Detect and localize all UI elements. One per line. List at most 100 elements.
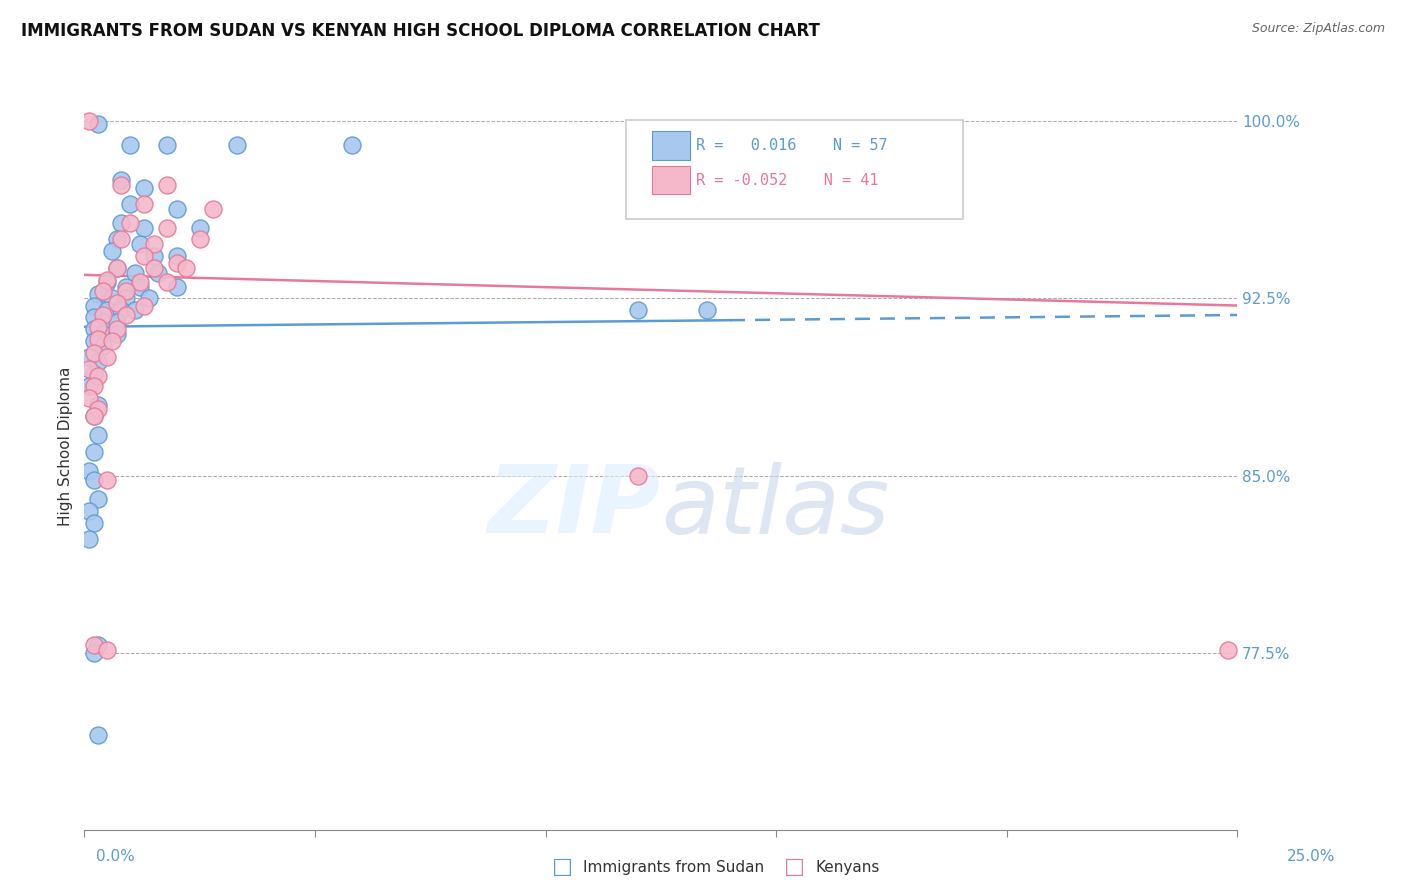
Point [83,409,105,424]
Point [87,639,110,653]
Point [83,409,105,424]
Point [83,646,105,660]
Point [134,249,156,263]
Point [627,303,650,318]
Point [128,275,150,289]
Point [83,299,105,313]
Point [115,279,138,293]
Text: atlas: atlas [661,462,889,553]
Point [174,260,197,275]
Point [101,334,124,348]
Point [124,303,146,318]
Point [1216,643,1239,657]
Point [87,428,110,442]
Point [87,728,110,742]
Point [134,220,156,235]
Point [134,180,156,194]
Point [96,473,118,487]
Point [110,173,132,187]
Point [77,464,100,478]
Point [77,391,100,405]
Point [110,232,132,246]
Point [166,202,188,216]
Point [627,468,650,483]
Point [105,326,128,341]
Point [120,138,142,153]
Point [202,202,225,216]
Point [101,292,124,306]
Point [87,355,110,369]
Point [105,296,128,310]
Point [83,379,105,393]
Point [105,315,128,329]
Point [110,178,132,193]
Point [91,326,114,341]
Point [124,266,146,280]
Point [87,117,110,131]
Point [134,299,156,313]
Text: 25.0%: 25.0% [1288,849,1336,863]
Point [120,197,142,211]
Point [188,220,211,235]
Point [87,492,110,507]
Text: 0.0%: 0.0% [96,849,135,863]
Point [105,232,128,246]
Point [83,334,105,348]
Point [115,292,138,306]
Point [87,369,110,384]
Point [340,138,363,153]
Point [142,260,165,275]
Point [77,362,100,376]
Text: IMMIGRANTS FROM SUDAN VS KENYAN HIGH SCHOOL DIPLOMA CORRELATION CHART: IMMIGRANTS FROM SUDAN VS KENYAN HIGH SCH… [21,22,820,40]
Point [87,398,110,412]
Text: □: □ [553,857,572,877]
Point [142,249,165,263]
Point [83,345,105,359]
Point [91,339,114,353]
Point [83,639,105,653]
Text: R =   0.016    N = 57: R = 0.016 N = 57 [696,138,887,153]
Point [156,138,179,153]
Point [87,286,110,301]
Text: Immigrants from Sudan: Immigrants from Sudan [583,860,765,874]
Point [105,322,128,336]
Point [87,402,110,417]
Point [128,237,150,252]
Point [87,319,110,334]
Point [96,303,118,318]
Point [166,249,188,263]
Point [134,197,156,211]
Point [105,260,128,275]
Point [83,310,105,325]
Point [696,303,718,318]
Text: Source: ZipAtlas.com: Source: ZipAtlas.com [1251,22,1385,36]
Point [166,279,188,293]
Point [110,216,132,230]
Point [96,275,118,289]
Point [83,445,105,459]
Text: R = -0.052    N = 41: R = -0.052 N = 41 [696,173,879,187]
Point [77,533,100,547]
Point [96,643,118,657]
Point [77,504,100,518]
Point [105,260,128,275]
Text: Kenyans: Kenyans [815,860,880,874]
Text: □: □ [785,857,804,877]
Point [91,308,114,322]
Text: ZIP: ZIP [488,461,661,553]
Point [101,244,124,259]
Point [83,367,105,381]
Point [138,292,160,306]
Point [110,303,132,318]
Point [96,351,118,365]
Point [115,308,138,322]
Point [83,516,105,530]
Point [128,279,150,293]
Point [87,332,110,346]
Point [77,351,100,365]
Point [142,237,165,252]
Point [91,315,114,329]
Point [77,379,100,393]
Point [91,285,114,299]
Point [77,114,100,128]
